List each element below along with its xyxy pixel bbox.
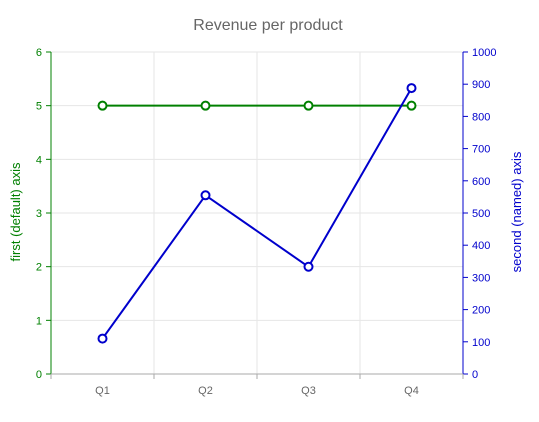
right-axis-tick-label: 1000 bbox=[472, 47, 496, 59]
axes: 0 1 2 3 4 5 6 0 100 200 300 400 500 600 700 800 900 1000 Q… bbox=[36, 47, 497, 397]
right-axis-tick-label: 900 bbox=[472, 79, 490, 91]
left-axis-tick-label: 0 bbox=[36, 369, 42, 381]
series-layer bbox=[97, 83, 417, 344]
x-axis-tick-label: Q3 bbox=[301, 385, 316, 397]
left-axis-title: first (default) axis bbox=[8, 162, 23, 261]
left-axis-tick-label: 5 bbox=[36, 101, 42, 113]
right-axis-tick-label: 700 bbox=[472, 144, 490, 156]
series-1-point bbox=[97, 100, 108, 111]
series-2-point bbox=[97, 333, 108, 344]
series-1-point bbox=[200, 100, 211, 111]
x-axis-tick-label: Q1 bbox=[95, 385, 110, 397]
left-axis-tick-label: 3 bbox=[36, 208, 42, 220]
series-1-point bbox=[406, 100, 417, 111]
series-2-point bbox=[200, 190, 211, 201]
right-axis-tick-label: 600 bbox=[472, 176, 490, 188]
right-axis-tick-label: 200 bbox=[472, 305, 490, 317]
chart-title: Revenue per product bbox=[193, 17, 343, 34]
right-axis-tick-label: 0 bbox=[472, 369, 478, 381]
right-axis-tick-label: 100 bbox=[472, 337, 490, 349]
right-axis-tick-label: 400 bbox=[472, 240, 490, 252]
left-axis-tick-label: 4 bbox=[36, 154, 42, 166]
left-axis-tick-label: 1 bbox=[36, 315, 42, 327]
x-axis-tick-label: Q4 bbox=[404, 385, 419, 397]
right-axis-title: second (named) axis bbox=[509, 151, 524, 272]
left-axis-tick-label: 2 bbox=[36, 262, 42, 274]
series-2-point bbox=[406, 83, 417, 94]
series-2-point bbox=[303, 261, 314, 272]
series-1-point bbox=[303, 100, 314, 111]
x-axis-tick-label: Q2 bbox=[198, 385, 213, 397]
series-line-2 bbox=[101, 87, 413, 340]
right-axis-tick-label: 500 bbox=[472, 208, 490, 220]
right-axis-tick-label: 300 bbox=[472, 272, 490, 284]
left-axis-tick-label: 6 bbox=[36, 47, 42, 59]
right-axis-tick-label: 800 bbox=[472, 111, 490, 123]
